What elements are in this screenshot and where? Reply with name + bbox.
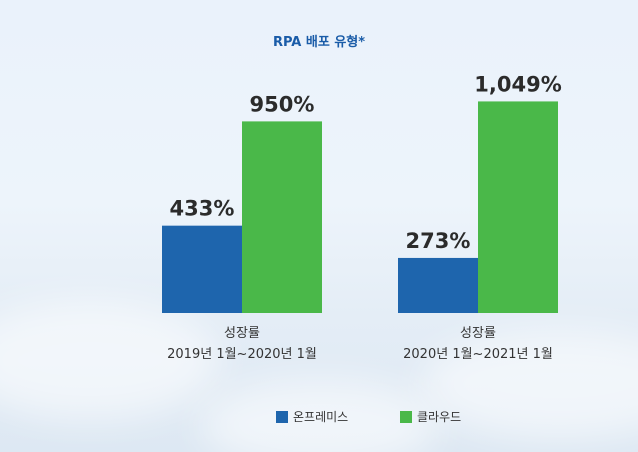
legend-label-on-premise: 온프레미스 bbox=[293, 410, 349, 424]
data-label-cloud-2: 1,049% bbox=[474, 72, 561, 96]
bar-on-premise-1 bbox=[162, 225, 242, 313]
data-label-on-premise-1: 433% bbox=[170, 197, 235, 221]
category-label-1-line-1: 성장률 bbox=[224, 326, 260, 341]
category-label-2-line-1: 성장률 bbox=[460, 326, 496, 341]
legend-swatch-on-premise bbox=[276, 410, 288, 423]
legend-item-cloud: 클라우드 bbox=[400, 408, 461, 425]
bar-cloud-2 bbox=[478, 101, 558, 314]
category-label-1-line-2: 2019년 1월~2020년 1월 bbox=[167, 347, 317, 362]
chart-title: RPA 배포 유형* bbox=[272, 35, 366, 50]
data-label-cloud-1: 950% bbox=[250, 92, 315, 116]
category-label-2-line-2: 2020년 1월~2021년 1월 bbox=[403, 347, 553, 362]
legend-label-cloud: 클라우드 bbox=[417, 410, 462, 424]
bar-cloud-1 bbox=[242, 121, 322, 313]
data-label-on-premise-2: 273% bbox=[406, 229, 471, 253]
bar-on-premise-2 bbox=[398, 257, 478, 313]
legend-item-on-premise: 온프레미스 bbox=[276, 408, 348, 425]
legend-swatch-cloud bbox=[400, 410, 412, 423]
chart-legend: 온프레미스 클라우드 bbox=[0, 408, 638, 426]
